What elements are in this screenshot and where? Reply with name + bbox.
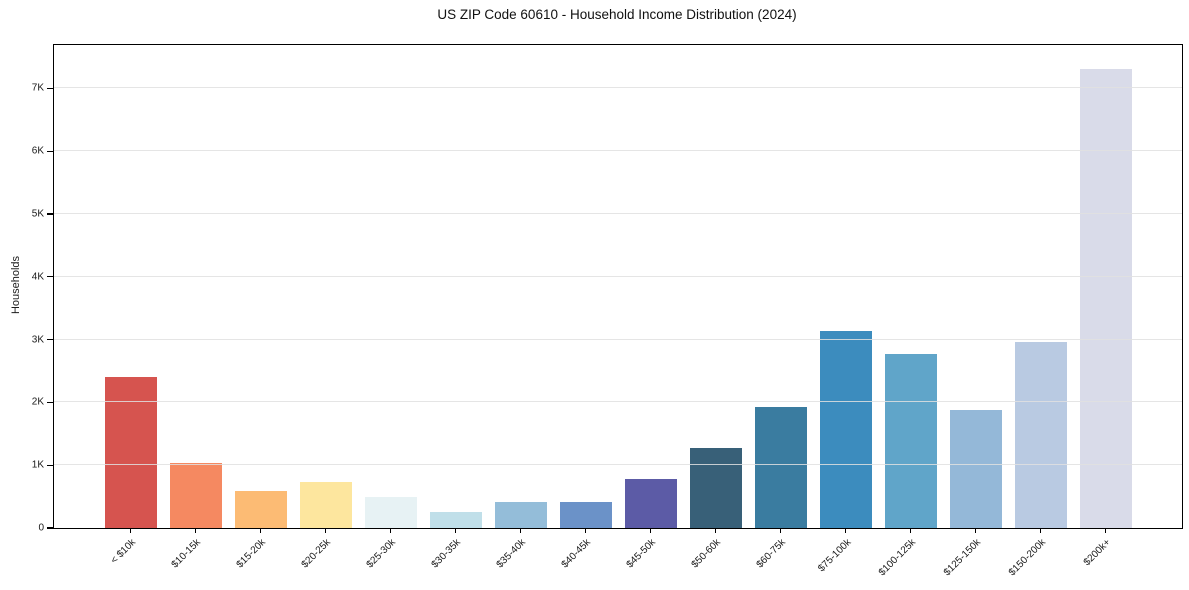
x-tick-label: $150-200k — [1007, 537, 1049, 579]
gridline — [54, 401, 1182, 403]
x-tick-label: $45-50k — [624, 537, 659, 571]
x-tick-mark — [974, 528, 977, 533]
bar-$45-50k — [624, 479, 677, 528]
y-tick-label: 5K — [31, 208, 44, 220]
gridline — [54, 150, 1182, 152]
x-tick-label: $125-150k — [942, 537, 984, 579]
bar-< $10k — [104, 377, 157, 528]
x-tick-label: $100-125k — [877, 537, 919, 579]
plot-area: 0 1K 2K 3K 4K 5K 6K 7K < $10k $10-15k $15-20k $20-2… — [32, 44, 1183, 578]
gridline — [54, 87, 1182, 89]
x-tick-mark — [129, 528, 132, 533]
y-tick-mark — [47, 339, 54, 341]
x-tick-label: $30-35k — [429, 537, 464, 571]
x-tick-label: $60-75k — [754, 537, 789, 571]
x-tick-mark — [454, 528, 457, 533]
x-tick-label: $50-60k — [689, 537, 724, 571]
bar-$100-125k — [884, 354, 937, 528]
bar-$150-200k — [1014, 342, 1067, 528]
x-tick-label: $200k+ — [1082, 537, 1114, 569]
x-tick-mark — [1039, 528, 1042, 533]
y-tick-mark — [47, 276, 54, 278]
x-tick-label: $40-45k — [559, 537, 594, 571]
x-tick-mark — [844, 528, 847, 533]
x-tick-mark — [194, 528, 197, 533]
y-tick-mark — [47, 213, 54, 215]
x-tick-label: < $10k — [109, 537, 139, 567]
x-tick-mark — [779, 528, 782, 533]
y-tick-mark — [47, 527, 54, 529]
bar-$25-30k — [364, 497, 417, 528]
bar-$20-25k — [299, 482, 352, 528]
y-axis-label: Households — [10, 255, 22, 315]
x-tick-label: $75-100k — [816, 537, 854, 575]
y-tick-label: 3K — [31, 334, 44, 346]
y-tick-mark — [47, 401, 54, 403]
x-tick-mark — [714, 528, 717, 533]
x-tick-label: $25-30k — [364, 537, 399, 571]
x-tick-label: $35-40k — [494, 537, 529, 571]
y-tick-label: 0 — [38, 522, 44, 534]
gridline — [54, 275, 1182, 277]
y-tick-label: 2K — [31, 396, 44, 408]
bar-$50-60k — [689, 447, 742, 528]
x-tick-mark — [519, 528, 522, 533]
x-tick-mark — [259, 528, 262, 533]
y-tick-label: 7K — [31, 82, 44, 94]
x-tick-label: $15-20k — [234, 537, 269, 571]
y-tick-label: 6K — [31, 145, 44, 157]
x-tick-mark — [389, 528, 392, 533]
bar-$30-35k — [429, 512, 482, 528]
gridline — [54, 464, 1182, 466]
x-tick-mark — [909, 528, 912, 533]
x-tick-mark — [649, 528, 652, 533]
bar-$125-150k — [949, 409, 1002, 528]
chart-title: US ZIP Code 60610 - Household Income Dis… — [437, 7, 797, 22]
x-tick-label: $10-15k — [169, 537, 204, 571]
bar-$15-20k — [234, 490, 287, 528]
bar-$10-15k — [169, 462, 222, 528]
x-tick-mark — [324, 528, 327, 533]
bar-$40-45k — [559, 501, 612, 528]
gridline — [54, 212, 1182, 214]
y-tick-mark — [47, 87, 54, 89]
bar-$60-75k — [754, 406, 807, 528]
y-tick-mark — [47, 150, 54, 152]
x-tick-mark — [584, 528, 587, 533]
y-tick-label: 1K — [31, 459, 44, 471]
gridline — [54, 338, 1182, 340]
y-tick-mark — [47, 464, 54, 466]
x-tick-label: $20-25k — [299, 537, 334, 571]
y-tick-label: 4K — [31, 271, 44, 283]
bar-$75-100k — [819, 331, 872, 528]
bar-$35-40k — [494, 501, 547, 528]
x-tick-mark — [1104, 528, 1107, 533]
bar-$200k+ — [1079, 68, 1132, 528]
